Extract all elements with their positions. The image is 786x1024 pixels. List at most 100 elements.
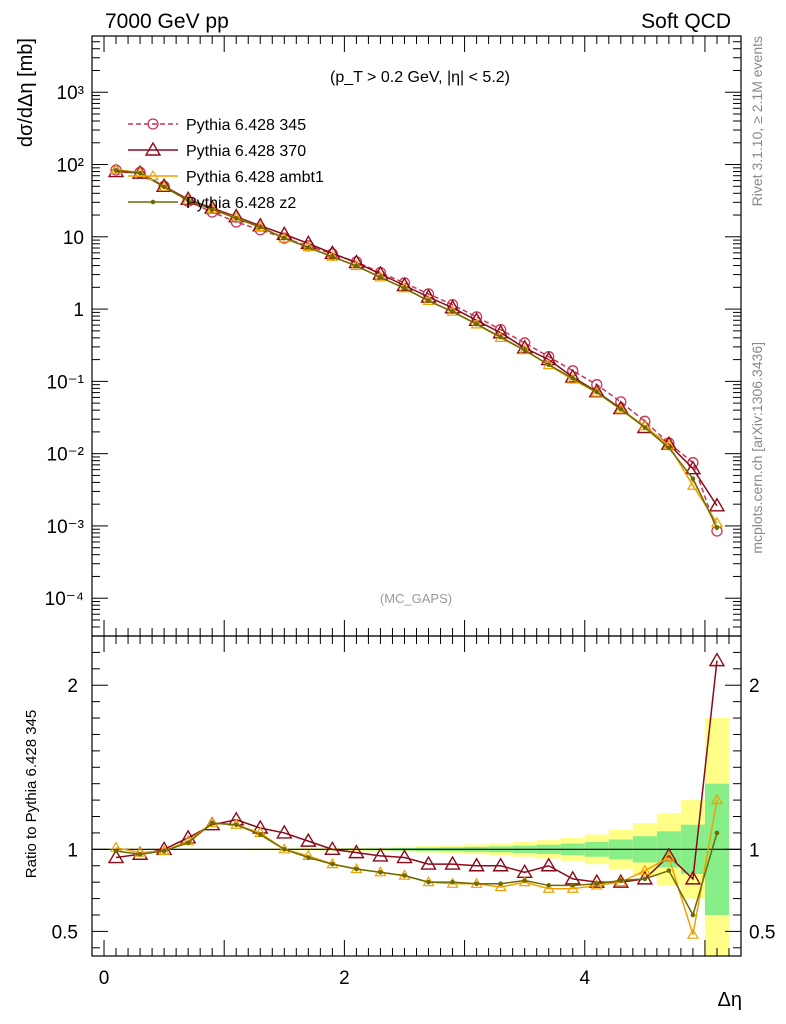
main-y-tick-label: 10⁻³: [47, 517, 85, 538]
x-axis-label: Δη: [718, 989, 742, 1011]
main-data-point: [257, 224, 263, 230]
ratio-data-point: [281, 847, 287, 852]
ratio-data-point: [666, 868, 672, 873]
main-data-point: [209, 207, 215, 212]
ratio-data-point: [276, 824, 293, 839]
ratio-data-point: [540, 857, 557, 872]
ratio-data-point: [402, 873, 407, 878]
main-data-point: [233, 216, 239, 221]
main-data-point: [690, 476, 696, 482]
mcplots-citation-text: mcplots.cern.ch [arXiv:1306.3436]: [749, 342, 765, 554]
ratio-data-point: [542, 882, 555, 893]
main-data-point: [516, 339, 533, 354]
main-series-line: [115, 169, 718, 528]
ratio-y-tick-label: 1: [67, 840, 78, 861]
ratio-data-point: [710, 793, 724, 805]
main-data-point: [642, 425, 648, 430]
x-tick-label: 4: [579, 968, 590, 989]
main-y-tick-label: 10⁻⁴: [45, 589, 84, 610]
ratio-data-point: [642, 876, 648, 882]
main-data-point: [161, 184, 167, 190]
legend-marker: [146, 169, 160, 181]
legend-label: Pythia 6.428 z2: [186, 195, 296, 212]
ratio-data-point: [113, 848, 119, 854]
legend-label: Pythia 6.428 370: [186, 143, 306, 160]
axes: 10⁻⁴ 10⁻³ 10⁻² 10⁻¹ 1 10 10² 10³ 0 2 4 0.5 0.5 1 1 2 2: [45, 35, 775, 989]
ratio-plot-frame: [91, 635, 742, 957]
watermark: (MC_GAPS): [380, 591, 452, 606]
ratio-data-point: [684, 870, 702, 885]
main-data-point: [330, 254, 335, 260]
ratio-data-point: [420, 855, 437, 870]
ratio-data-point: [161, 848, 167, 854]
legend-marker: [150, 199, 156, 205]
main-data-point: [684, 460, 702, 475]
main-data-point: [614, 403, 627, 414]
main-data-point: [567, 365, 579, 377]
header-left: 7000 GeV pp: [105, 10, 229, 33]
ratio-data-point: [300, 832, 317, 847]
main-data-point: [378, 275, 383, 280]
ratio-data-point: [233, 822, 239, 828]
main-data-point: [494, 331, 507, 342]
main-data-point: [522, 347, 527, 353]
ratio-data-point: [686, 928, 699, 939]
main-data-point: [137, 170, 143, 176]
ratio-data-point: [450, 879, 455, 885]
ratio-data-point: [372, 847, 389, 862]
main-data-point: [566, 373, 579, 384]
ratio-data-point: [209, 820, 215, 826]
ratio-data-point: [354, 866, 359, 872]
main-data-point: [109, 163, 123, 174]
main-y-axis-label: dσ/dΔη [mb]: [15, 38, 37, 147]
legend-marker: [147, 118, 159, 130]
ratio-y-axis-label: Ratio to Pythia 6.428 345: [23, 710, 40, 878]
main-data-point: [281, 235, 287, 241]
ratio-y-tick-label-right: 0.5: [749, 922, 775, 943]
ratio-data-point: [348, 844, 365, 859]
main-series: [107, 163, 726, 537]
ratio-data-point: [594, 881, 600, 887]
ratio-data-point: [546, 883, 552, 888]
main-data-point: [708, 497, 726, 512]
legend-label: Pythia 6.428 ambt1: [186, 169, 324, 186]
ratio-y-tick-label: 2: [67, 676, 78, 697]
main-data-point: [113, 168, 119, 173]
ratio-y-tick-label-right: 2: [749, 676, 760, 697]
ratio-data-point: [324, 840, 341, 856]
main-series-line: [115, 169, 718, 532]
ratio-data-point: [588, 873, 605, 888]
ratio-data-point: [564, 870, 581, 885]
ratio-data-point: [566, 882, 579, 893]
ratio-series: [107, 652, 726, 939]
main-series-line: [115, 168, 718, 524]
main-data-point: [618, 407, 624, 412]
ratio-data-point: [185, 840, 191, 846]
ratio-data-point: [714, 830, 720, 836]
legend-marker: [144, 141, 162, 156]
main-data-point: [542, 358, 555, 370]
main-data-point: [590, 386, 603, 397]
ratio-series-line: [115, 822, 718, 917]
ratio-data-point: [396, 849, 413, 864]
rivet-version-text: Rivet 3.1.10, ≥ 2.1M events: [749, 36, 765, 206]
main-series-line: [115, 170, 718, 507]
ratio-y-tick-label-right: 1: [749, 840, 760, 861]
ratio-data-point: [378, 870, 383, 875]
ratio-data-point: [638, 864, 651, 875]
ratio-data-point: [107, 849, 125, 864]
main-plot-title: (p_T > 0.2 GeV, |η| < 5.2): [330, 69, 510, 86]
ratio-data-point: [662, 851, 675, 862]
main-y-tick-label: 10⁻¹: [47, 372, 85, 393]
main-y-tick-label: 10⁻²: [47, 445, 85, 466]
x-tick-label: 2: [339, 968, 350, 989]
main-data-point: [591, 379, 603, 391]
ratio-data-point: [570, 883, 576, 888]
main-y-tick-label: 10²: [57, 156, 84, 177]
ratio-data-point: [522, 878, 527, 883]
main-data-point: [306, 245, 311, 250]
main-data-point: [450, 309, 455, 315]
main-data-point: [714, 525, 720, 530]
ratio-bands: [104, 718, 729, 956]
header-right: Soft QCD: [641, 10, 731, 33]
